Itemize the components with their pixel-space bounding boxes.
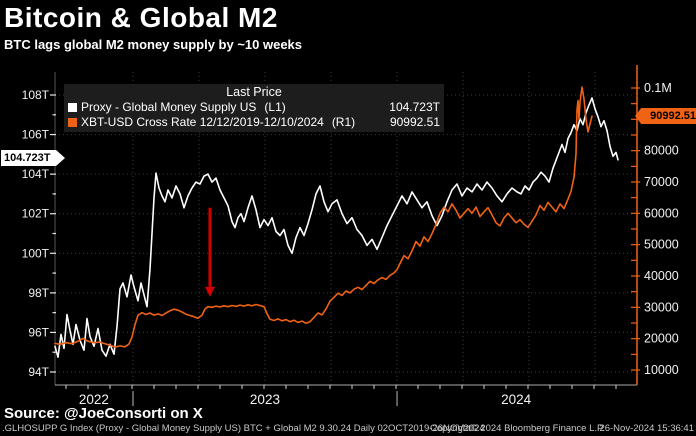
right-axis-tick-label: 50000 [644,238,679,252]
m2-series-swatch-icon [68,102,77,112]
legend-title: Last Price [226,85,282,99]
left-axis-tick-label: 98T [28,286,49,300]
left-axis-tick-label: 108T [22,88,50,102]
source-attribution: Source: @JoeConsorti on X [4,405,203,422]
left-axis-tick-label: 106T [22,128,50,142]
left-axis-tick-label: 102T [22,207,50,221]
legend-label: Proxy - Global Money Supply US [81,100,257,114]
left-axis-tick-label: 104T [22,167,50,181]
footer-ticker-info: .GLHOSUPP G Index (Proxy - Global Money … [2,423,485,434]
left-axis-tick-label: 96T [28,325,49,339]
btc-price-line [54,86,593,348]
m2-price-line [54,97,619,359]
left-axis-tick-label: 94T [28,365,49,379]
right-axis-tick-label: 40000 [644,269,679,283]
x-axis-year-label: 2022 [79,392,109,407]
right-axis-tick-label: 80000 [644,144,679,158]
x-axis-year-label: 2024 [501,392,532,407]
m2-last-price-tag: 104.723T [1,150,65,166]
legend-last-price: 90992.51 [389,115,440,129]
page-title: Bitcoin & Global M2 [4,2,278,33]
left-axis-tick-label: 100T [22,246,50,260]
right-axis-tick-label: 20000 [644,332,679,346]
right-axis-tick-label: 60000 [644,206,679,220]
chart-legend: Last Price Proxy - Global Money Supply U… [64,84,444,132]
footer-copyright: Copyright© 2024 Bloomberg Finance L.P. [430,423,605,434]
legend-row-btc[interactable]: XBT-USD Cross Rate 12/12/2019-12/10/2024… [68,115,440,129]
footer-timestamp: 26-Nov-2024 15:36:41 [599,423,694,434]
legend-row-m2[interactable]: Proxy - Global Money Supply US (L1) 104.… [68,100,440,114]
legend-label: XBT-USD Cross Rate 12/12/2019-12/10/2024 [81,115,324,129]
legend-axis-ref: (R1) [331,115,356,129]
legend-last-price: 104.723T [389,100,440,114]
btc-series-swatch-icon [68,117,77,127]
right-axis-tick-label: 0.1M [644,81,672,95]
right-axis-tick-label: 10000 [644,363,679,377]
legend-axis-ref: (L1) [264,100,286,114]
right-axis-tick-label: 30000 [644,300,679,314]
x-axis-year-label: 2023 [250,392,280,407]
btc-last-price-tag: 90992.51 [635,108,696,124]
lag-arrow-head-icon [204,286,215,297]
right-axis-tick-label: 70000 [644,175,679,189]
page-subtitle: BTC lags global M2 money supply by ~10 w… [4,37,303,52]
